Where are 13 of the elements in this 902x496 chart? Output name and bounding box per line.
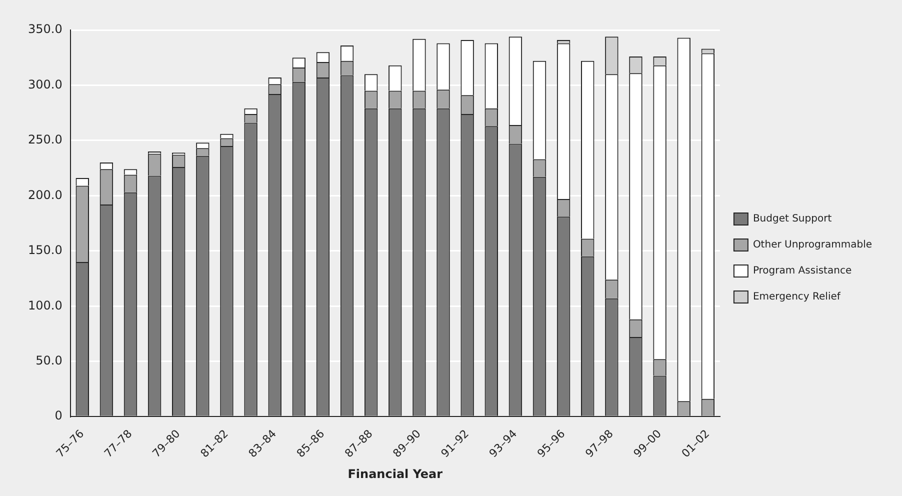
legend-label: Budget Support: [752, 214, 832, 225]
y-tick-label: 250.0: [28, 132, 62, 147]
legend-label: Emergency Relief: [752, 292, 841, 303]
legend-label: Program Assistance: [752, 266, 852, 277]
y-tick-label: 50.0: [36, 353, 62, 368]
y-tick-label: 350.0: [28, 22, 62, 36]
x-axis-title: Financial Year: [348, 466, 443, 481]
y-tick-label: 200.0: [28, 188, 62, 202]
y-tick-label: 0: [54, 408, 62, 423]
legend-label: Other Unprogrammable: [752, 240, 872, 251]
y-tick-label: 300.0: [28, 77, 62, 92]
y-tick-label: 100.0: [28, 298, 62, 312]
y-tick-label: 150.0: [28, 243, 62, 258]
